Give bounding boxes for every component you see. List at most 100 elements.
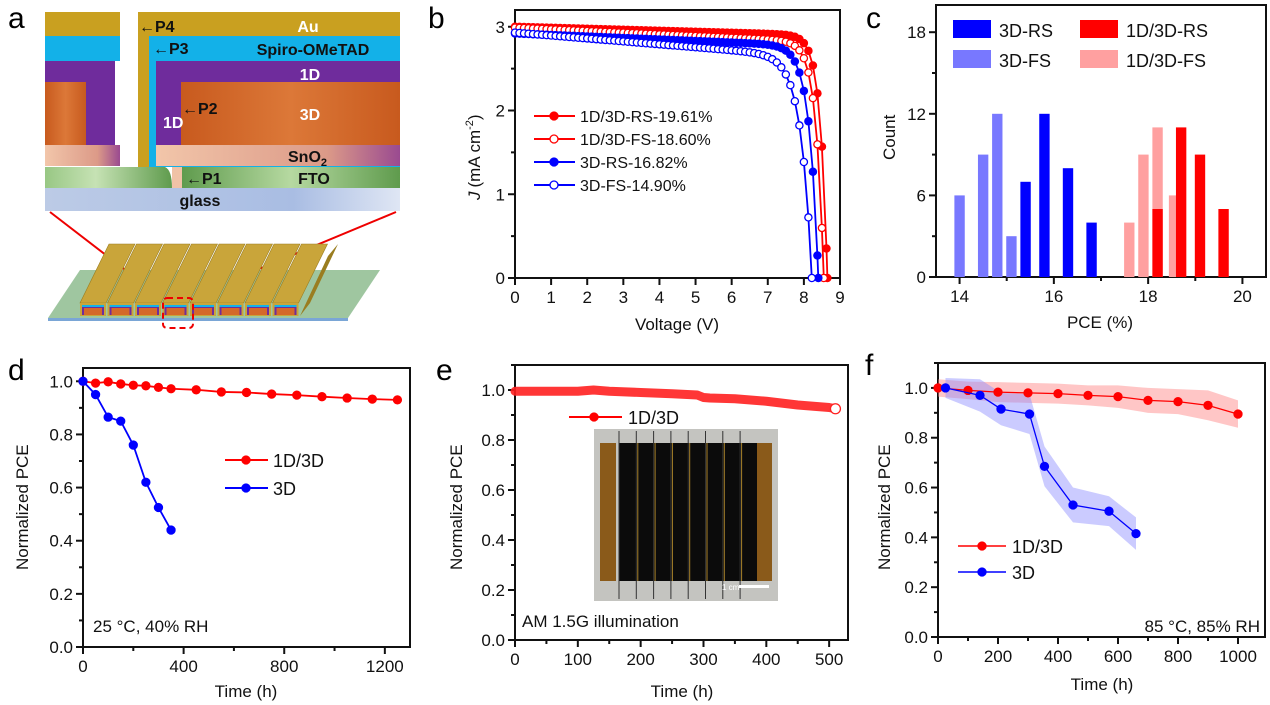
data-point <box>292 390 302 400</box>
y-tick-label: 0.2 <box>49 585 73 604</box>
left-3d-layer <box>45 82 86 145</box>
jv-data-point <box>799 86 809 96</box>
legend-marker <box>241 455 251 465</box>
panel-label: f <box>865 349 874 382</box>
inset-scale-bar <box>739 585 769 588</box>
y-axis-label: J (mA cm-2) <box>464 114 484 201</box>
legend-label: 1D/3D-FS <box>1126 51 1206 71</box>
jv-data-point <box>804 46 813 56</box>
data-point <box>166 384 176 394</box>
jv-data-point <box>807 273 817 283</box>
plot-frame <box>82 367 411 648</box>
jv-data-point <box>822 244 831 253</box>
panel-a: a Au Spiro-OMeTAD 1D 3D 1D SnO2 FTO glas… <box>8 2 400 329</box>
legend-marker <box>549 157 559 167</box>
x-tick-label: 1200 <box>366 657 404 676</box>
p2-label: ←P2 <box>182 101 218 118</box>
left-fto-layer <box>45 167 172 188</box>
histogram-bar <box>1194 154 1206 277</box>
x-tick-label: 20 <box>1233 287 1252 306</box>
y-tick-label: 2 <box>496 102 505 121</box>
module-side <box>300 244 338 316</box>
sno2-layer <box>156 145 400 166</box>
spiro-label: Spiro-OMeTAD <box>257 42 370 59</box>
x-tick-label: 7 <box>763 288 772 307</box>
data-point <box>103 377 113 387</box>
panel-label: c <box>866 2 881 35</box>
x-axis-label: Voltage (V) <box>635 315 719 334</box>
1d-label: 1D <box>300 67 320 84</box>
histogram-bar <box>1124 222 1135 277</box>
x-tick-label: 400 <box>1044 647 1072 666</box>
plot-frame <box>514 9 841 279</box>
x-tick-label: 0 <box>78 657 87 676</box>
data-point <box>1053 388 1063 399</box>
jv-data-point <box>786 50 795 60</box>
data-point <box>90 389 101 400</box>
y-tick-label: 0 <box>496 269 505 288</box>
jv-data-point <box>804 117 813 126</box>
sno2-label: SnO2 <box>288 149 327 169</box>
x-tick-label: 14 <box>950 287 969 306</box>
data-point <box>166 525 176 535</box>
module-substrate-edge <box>48 318 348 321</box>
histogram-bar <box>1006 236 1017 277</box>
y-tick-label: 1 <box>496 185 505 204</box>
jv-data-point <box>817 223 827 233</box>
module-cell-3d <box>84 308 102 315</box>
y-tick-label: 1.0 <box>49 372 73 391</box>
data-point <box>1143 395 1153 406</box>
panel-label: e <box>436 354 453 387</box>
histogram-bar <box>1020 181 1031 277</box>
sno2-sub: 2 <box>321 157 327 169</box>
x-tick-label: 400 <box>752 650 780 669</box>
module-cell-spiro <box>164 305 187 307</box>
jv-data-point <box>777 63 786 72</box>
legend-marker <box>549 111 559 121</box>
3d-label: 3D <box>300 107 320 124</box>
data-point <box>128 440 138 450</box>
data-point <box>342 393 352 403</box>
y-axis-label-unit: (mA cm <box>465 130 484 188</box>
module-cell-spiro <box>219 305 242 307</box>
histogram-bar <box>954 195 965 277</box>
y-axis-label-symbol: J <box>465 191 484 201</box>
y-axis-label-sup: -2 <box>464 120 476 130</box>
data-point <box>1068 500 1078 510</box>
x-tick-label: 400 <box>169 657 197 676</box>
y-tick-label: 0 <box>917 268 926 287</box>
legend-marker <box>549 180 559 190</box>
histogram-bar <box>992 113 1003 277</box>
x-tick-label: 3 <box>619 288 628 307</box>
panel-label-a: a <box>8 2 25 35</box>
module-cell-spiro <box>137 305 159 307</box>
histogram-bar <box>1168 195 1180 277</box>
x-tick-label: 800 <box>270 657 298 676</box>
module-cell-3d <box>194 308 212 315</box>
data-point <box>103 412 113 422</box>
jv-data-point <box>799 38 809 48</box>
p4-label: ←P4 <box>139 19 175 36</box>
au-label: Au <box>297 19 318 36</box>
data-point <box>367 394 377 404</box>
module-cell-spiro <box>82 305 104 307</box>
module-cell-3d <box>139 308 157 315</box>
legend-label: 3D <box>273 479 296 499</box>
legend-label: 3D-RS <box>999 21 1053 41</box>
last-data-point <box>829 403 842 415</box>
plot-frame <box>514 364 849 641</box>
jv-data-point <box>781 70 791 79</box>
plot-frame <box>937 362 1266 638</box>
y-tick-label: 0.0 <box>49 638 73 657</box>
inset-scale-label: 1 cm <box>722 583 740 592</box>
data-point <box>1203 400 1213 410</box>
jv-data-point <box>795 68 804 77</box>
legend-swatch <box>953 20 991 38</box>
legend-label: 3D-FS-14.90% <box>580 178 686 195</box>
panel-f-damp-heat-chart: f 0 200 400 600 800 1000 0.0 0.2 0.4 0.6 0.8 1.0 Time… <box>865 349 1266 694</box>
x-tick-label: 300 <box>689 650 717 669</box>
data-point <box>317 392 327 402</box>
module-cell-spiro <box>109 305 132 307</box>
y-axis-label: Normalized PCE <box>875 444 894 570</box>
